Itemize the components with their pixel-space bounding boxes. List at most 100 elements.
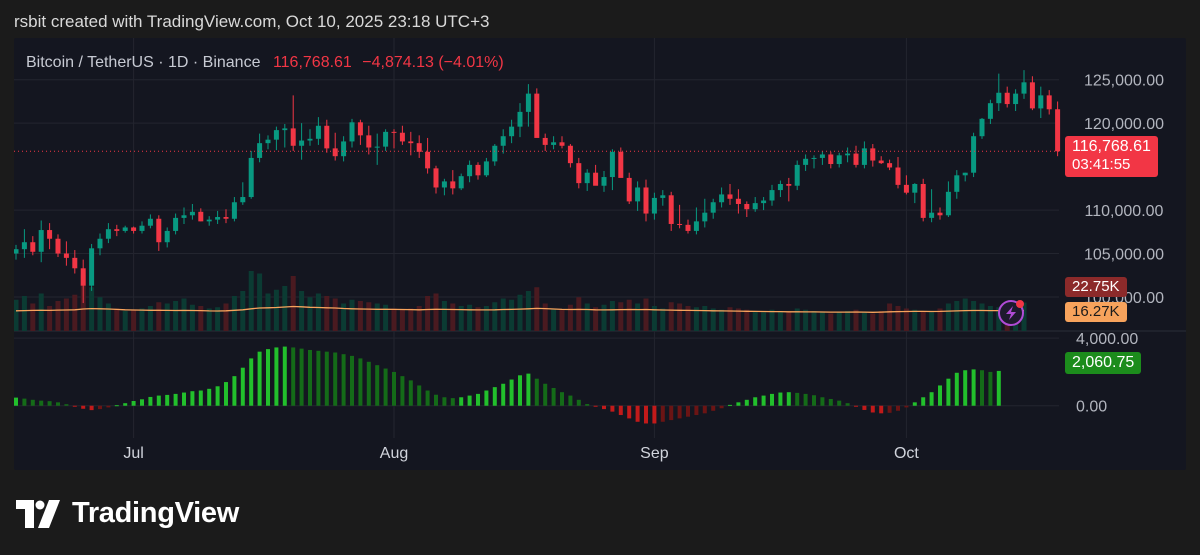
candle-body: [534, 93, 540, 138]
candle: [635, 181, 641, 211]
candle: [467, 160, 473, 183]
candle: [786, 177, 792, 202]
candle-body: [794, 164, 800, 186]
candle-body: [139, 225, 145, 231]
candle-body: [962, 172, 968, 176]
oscillator-bar: [728, 404, 732, 406]
volume-bar: [534, 287, 540, 331]
candle: [173, 213, 179, 235]
candle-body: [870, 148, 876, 161]
candle: [139, 221, 145, 234]
candle: [525, 84, 531, 127]
symbol-change: −4,874.13 (−4.01%): [362, 54, 504, 71]
oscillator-bar: [333, 352, 338, 406]
volume-bar: [803, 309, 809, 331]
candle: [819, 150, 825, 165]
candle: [21, 229, 27, 258]
oscillator-bar: [366, 361, 371, 406]
symbol-header: Bitcoin / TetherUS · 1D · Binance 116,76…: [26, 54, 504, 72]
candle: [1021, 70, 1027, 99]
candle: [324, 119, 330, 153]
volume-bar: [173, 301, 179, 331]
candle-body: [63, 253, 69, 258]
candle-body: [30, 242, 36, 252]
candle: [702, 198, 708, 228]
volume-bar: [55, 301, 61, 331]
oscillator-bar: [39, 400, 44, 406]
candle: [483, 157, 489, 178]
candle: [803, 154, 809, 171]
oscillator-bar: [459, 397, 464, 406]
candle: [1029, 76, 1035, 111]
candle-body: [349, 122, 355, 142]
volume-bar: [651, 306, 657, 331]
symbol-name[interactable]: Bitcoin / TetherUS · 1D · Binance: [26, 54, 261, 71]
oscillator-bar: [484, 390, 489, 406]
candle-body: [845, 153, 851, 156]
candle: [752, 197, 758, 212]
oscillator-bar: [980, 370, 984, 406]
candle-body: [458, 176, 464, 189]
candle-body: [660, 195, 666, 198]
volume-bar: [483, 306, 489, 331]
candle-body: [273, 130, 279, 140]
candle-body: [1021, 82, 1027, 94]
volume-bar: [189, 304, 195, 331]
candle-body: [626, 177, 632, 202]
oscillator-bar: [249, 358, 254, 406]
chart-panel[interactable]: 125,000.00 120,000.00 110,000.00 105,000.00…: [14, 38, 1186, 470]
tradingview-brand: TradingView: [16, 497, 239, 530]
candle: [181, 207, 187, 224]
candle-body: [752, 203, 758, 210]
oscillator-bar: [988, 371, 993, 406]
oscillator-bar: [568, 395, 573, 406]
candle-body: [80, 268, 86, 286]
candle: [651, 192, 657, 220]
candle-body: [425, 151, 431, 169]
oscillator-bar: [417, 385, 422, 406]
oscillator-bar: [30, 399, 35, 406]
volume-bar: [752, 311, 758, 331]
chart-canvas[interactable]: 125,000.00 120,000.00 110,000.00 105,000.00…: [14, 38, 1186, 470]
oscillator-bar: [812, 395, 816, 406]
volume-bar: [693, 307, 699, 331]
volume-bar: [811, 311, 817, 331]
lightning-icon[interactable]: [998, 300, 1024, 326]
oscillator-bar: [434, 394, 438, 406]
oscillator-tick-label: 4,000.00: [1076, 331, 1138, 348]
volume-bar: [819, 312, 825, 331]
candle: [366, 125, 372, 155]
oscillator-bar: [266, 349, 270, 406]
oscillator-bar: [686, 405, 690, 417]
volume-bar: [282, 286, 288, 331]
candle: [609, 149, 615, 191]
volume-bar: [660, 308, 666, 331]
oscillator-bar: [308, 349, 312, 406]
candle-body: [399, 132, 405, 142]
candle-body: [677, 223, 683, 225]
candle: [290, 95, 296, 151]
candle-body: [509, 126, 515, 137]
volume-bar: [668, 302, 674, 331]
candle: [509, 119, 515, 144]
volume-bar: [903, 308, 909, 331]
oscillator-bar: [971, 369, 976, 406]
candle-body: [803, 158, 809, 165]
candle: [248, 150, 254, 199]
candle: [551, 136, 557, 150]
candle-body: [819, 154, 825, 158]
candle: [870, 144, 876, 167]
volume-bar: [21, 296, 27, 331]
candle: [383, 129, 389, 151]
volume-bar: [324, 296, 330, 331]
oscillator-bar: [996, 370, 1001, 406]
candle: [475, 162, 481, 180]
volume-bar: [458, 306, 464, 331]
candle: [987, 99, 993, 125]
candle-body: [744, 203, 750, 210]
volume-bar: [357, 301, 363, 331]
oscillator-bar: [593, 405, 598, 407]
volume-ma-badge: 16.27K: [1065, 302, 1127, 322]
candle: [719, 187, 725, 208]
candle-body: [231, 202, 237, 219]
